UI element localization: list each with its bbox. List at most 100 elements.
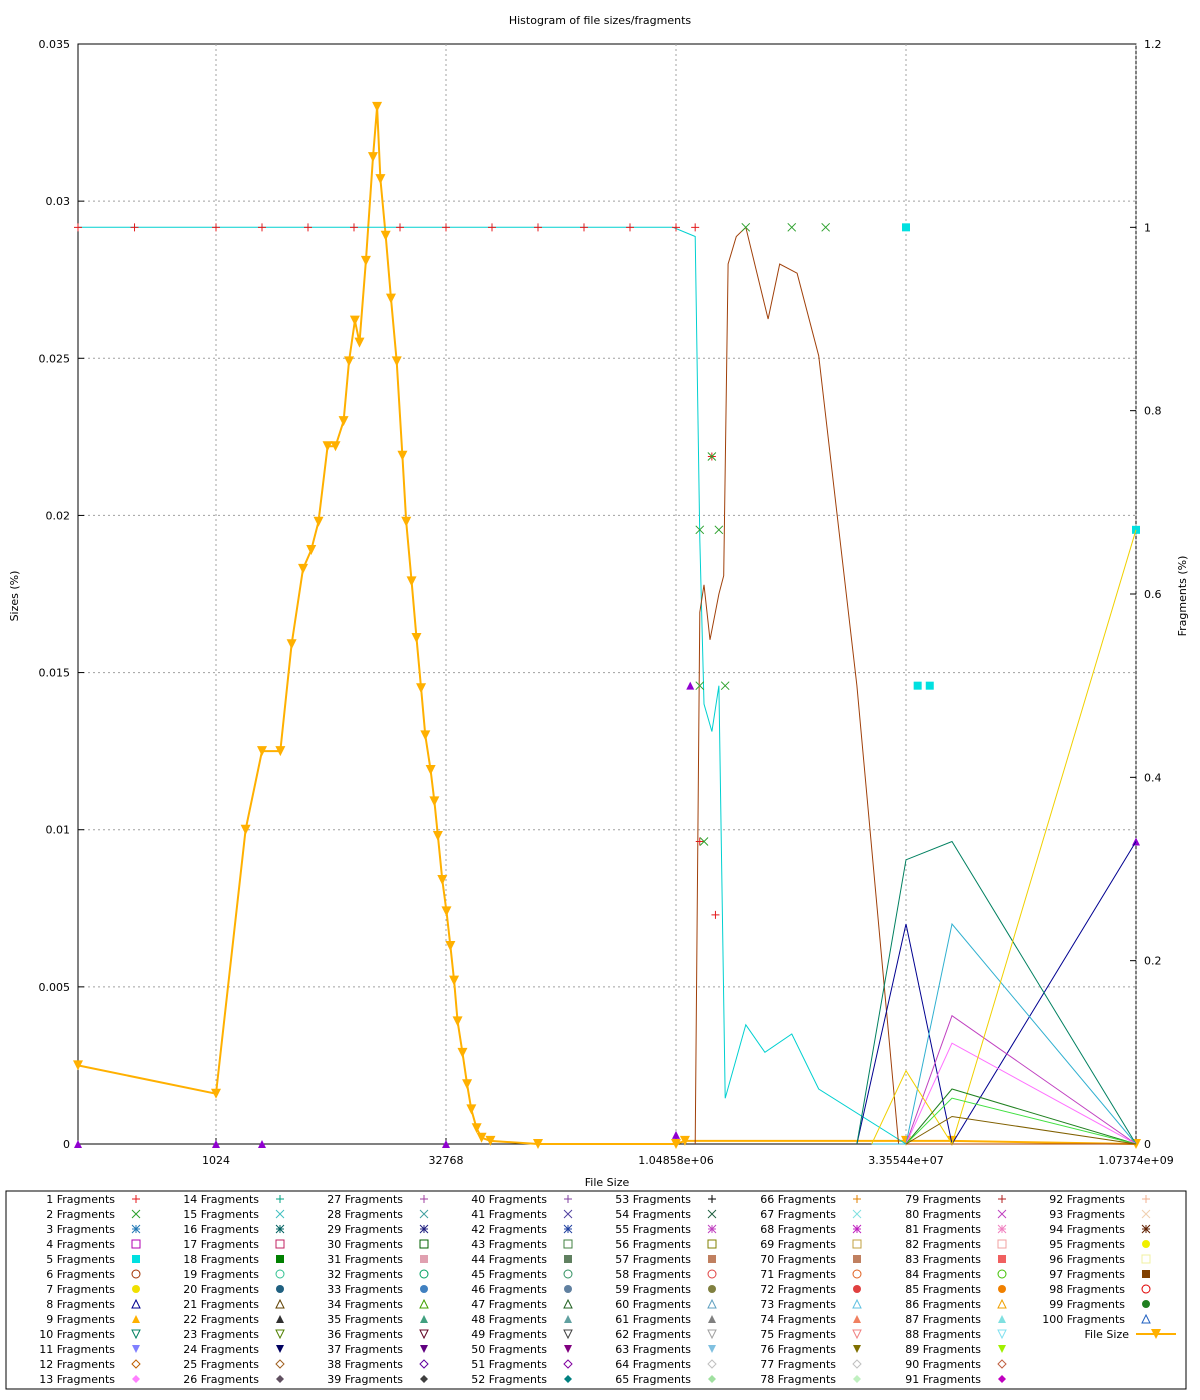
legend-entry: 65 Fragments [615, 1373, 716, 1386]
legend-label: 87 Fragments [905, 1313, 981, 1326]
legend-entry: 32 Fragments [327, 1268, 429, 1281]
legend-marker [707, 1298, 717, 1309]
legend-entry: 33 Fragments [327, 1283, 428, 1296]
legend-label: 33 Fragments [327, 1283, 403, 1296]
legend-marker [853, 1255, 861, 1263]
legend-entry: 97 Fragments [1049, 1268, 1150, 1281]
series-line [78, 226, 1136, 1145]
legend-marker [1151, 1329, 1161, 1339]
series-6 [74, 681, 1140, 1148]
legend-label: 100 Fragments [1042, 1313, 1125, 1326]
legend-entry: 51 Fragments [471, 1358, 573, 1371]
data-point [533, 1139, 543, 1149]
legend-label: 28 Fragments [327, 1208, 403, 1221]
legend-label: 8 Fragments [46, 1298, 115, 1311]
data-point [313, 516, 324, 527]
legend-entry: 96 Fragments [1049, 1253, 1151, 1266]
data-point [707, 452, 717, 461]
legend-label: 20 Fragments [183, 1283, 259, 1296]
legend-label: 64 Fragments [615, 1358, 691, 1371]
series-line [905, 1042, 1137, 1145]
legend-entry: 49 Fragments [471, 1328, 573, 1341]
data-point [73, 1060, 83, 1071]
legend-marker [276, 1285, 284, 1293]
legend-entry: 50 Fragments [471, 1343, 572, 1356]
legend-marker [420, 1195, 428, 1203]
legend-label: 72 Fragments [760, 1283, 836, 1296]
legend-marker [707, 1329, 717, 1340]
series-4 [695, 222, 831, 846]
legend-label: 99 Fragments [1049, 1298, 1125, 1311]
legend-marker [998, 1375, 1006, 1383]
legend-label: 16 Fragments [183, 1223, 259, 1236]
legend-label: 24 Fragments [183, 1343, 259, 1356]
legend-entry: 18 Fragments [183, 1253, 284, 1266]
legend-marker [997, 1298, 1007, 1309]
data-point [74, 1140, 82, 1148]
legend-marker [275, 1224, 285, 1234]
legend-label: 6 Fragments [46, 1268, 115, 1281]
data-point [913, 681, 922, 690]
legend-label: 90 Fragments [905, 1358, 981, 1371]
legend-marker [1141, 1313, 1151, 1324]
y-tick-label: 0.015 [39, 667, 71, 680]
legend-label: 61 Fragments [615, 1313, 691, 1326]
data-point [534, 223, 542, 232]
legend-label: 82 Fragments [905, 1238, 981, 1251]
legend-marker [131, 1359, 141, 1369]
legend-entry: 87 Fragments [905, 1313, 1006, 1326]
legend-label: 95 Fragments [1049, 1238, 1125, 1251]
legend-marker [275, 1239, 285, 1249]
data-point [416, 683, 427, 694]
legend-entry: 55 Fragments [615, 1223, 717, 1236]
legend-marker [131, 1298, 141, 1309]
legend-marker [1141, 1209, 1151, 1219]
data-point [442, 1140, 450, 1148]
legend-label: 97 Fragments [1049, 1268, 1125, 1281]
legend-marker [564, 1345, 572, 1353]
y-tick-label: 0 [63, 1138, 70, 1151]
data-point [240, 824, 251, 835]
legend-entry: 62 Fragments [615, 1328, 717, 1341]
series-9 [871, 922, 1137, 1145]
legend-entry: 17 Fragments [183, 1238, 285, 1251]
series-12 [871, 529, 1137, 1146]
legend-entry: 22 Fragments [183, 1313, 284, 1326]
legend-label: 32 Fragments [327, 1268, 403, 1281]
y2-tick-label: 1 [1144, 221, 1151, 234]
legend-label: 26 Fragments [183, 1373, 259, 1386]
series-10 [905, 1014, 1137, 1145]
legend-marker [420, 1285, 428, 1293]
legend-entry: 60 Fragments [615, 1298, 717, 1311]
legend-label: 68 Fragments [760, 1223, 836, 1236]
legend-label: 63 Fragments [615, 1343, 691, 1356]
x-axis-label: File Size [585, 1176, 630, 1189]
legend-label: 73 Fragments [760, 1298, 836, 1311]
legend-label: 74 Fragments [760, 1313, 836, 1326]
legend-marker [132, 1315, 140, 1323]
legend-marker [852, 1298, 862, 1309]
legend-label: 50 Fragments [471, 1343, 547, 1356]
data-point [401, 516, 412, 527]
legend-entry: 9 Fragments [46, 1313, 140, 1326]
legend-label: 41 Fragments [471, 1208, 547, 1221]
data-point [322, 441, 333, 452]
data-point [397, 450, 408, 461]
data-point [452, 1016, 463, 1027]
legend-label: 5 Fragments [46, 1253, 115, 1266]
legend-marker [708, 1315, 716, 1323]
legend-entry: 16 Fragments [183, 1223, 285, 1236]
legend-marker [420, 1375, 428, 1383]
data-point [457, 1047, 468, 1058]
legend-marker [852, 1359, 862, 1369]
legend-label: 75 Fragments [760, 1328, 836, 1341]
legend-marker [131, 1269, 141, 1279]
data-point [212, 1140, 220, 1148]
data-point [442, 223, 450, 232]
legend-marker [707, 1269, 717, 1279]
legend-entry: 13 Fragments [39, 1373, 140, 1386]
data-point [212, 223, 220, 232]
data-point [211, 1088, 221, 1099]
y2-tick-label: 0.8 [1144, 405, 1162, 418]
data-point [466, 1104, 477, 1115]
